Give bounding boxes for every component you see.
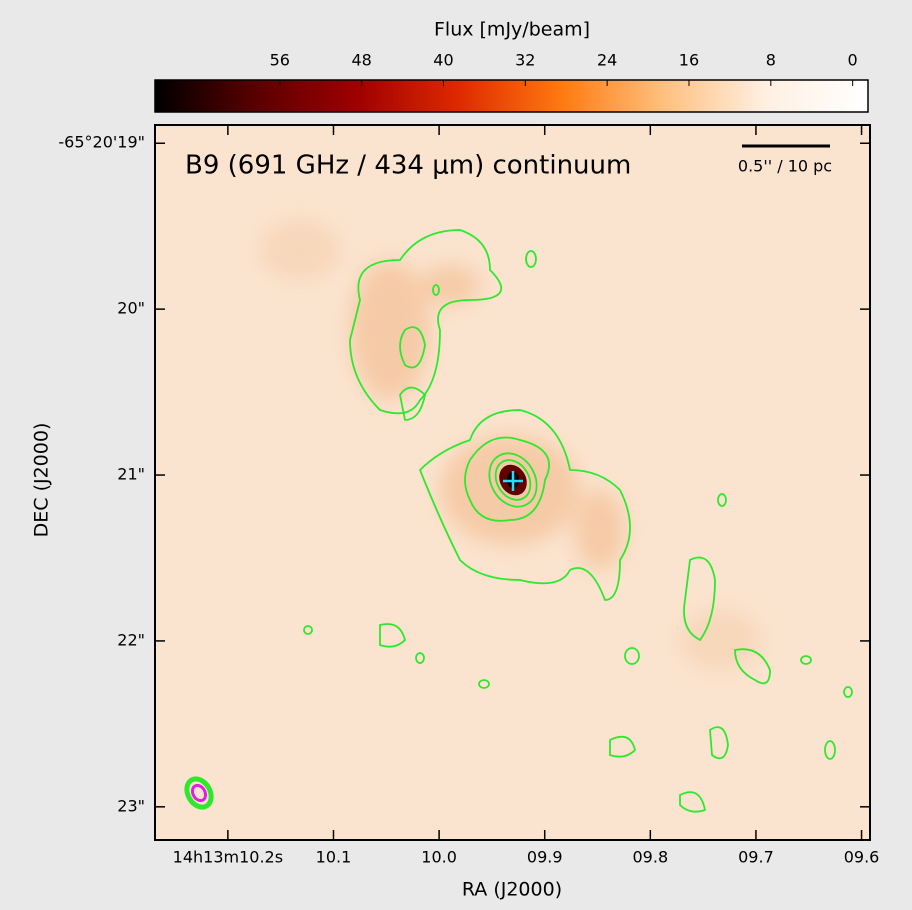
x-tick-label: 14h13m10.2s — [173, 848, 283, 867]
x-tick-label: 09.6 — [844, 848, 880, 867]
colorbar-tick-label: 32 — [515, 51, 535, 70]
x-tick-label: 09.7 — [738, 848, 774, 867]
image — [155, 125, 870, 840]
y-tick-label: 20" — [117, 299, 145, 318]
colorbar — [154, 79, 869, 113]
x-tick-label: 10.1 — [316, 848, 352, 867]
y-tick-label: -65°20'19" — [58, 133, 145, 152]
y-tick-label: 22" — [117, 630, 145, 649]
colorbar-tick-label: 8 — [766, 51, 776, 70]
y-tick-label: 23" — [117, 796, 145, 815]
chart-title: B9 (691 GHz / 434 μm) continuum — [185, 151, 631, 181]
colorbar-tick-label: 24 — [597, 51, 617, 70]
colorbar-label: Flux [mJy/beam] — [434, 19, 590, 41]
y-tick-label: 21" — [117, 465, 145, 484]
colorbar-tick-label: 40 — [433, 51, 453, 70]
colorbar-tick-label: 16 — [679, 51, 699, 70]
colorbar-tick-label: 48 — [351, 51, 371, 70]
x-axis-label: RA (J2000) — [462, 879, 562, 901]
y-axis-label: DEC (J2000) — [31, 423, 53, 538]
plot-frame — [154, 124, 871, 841]
colorbar-tick-label: 56 — [270, 51, 290, 70]
scale-bar-label: 0.5'' / 10 pc — [738, 157, 832, 176]
x-tick-label: 10.0 — [421, 848, 457, 867]
x-tick-label: 09.9 — [527, 848, 563, 867]
x-tick-label: 09.8 — [633, 848, 669, 867]
colorbar-tick-label: 0 — [848, 51, 858, 70]
